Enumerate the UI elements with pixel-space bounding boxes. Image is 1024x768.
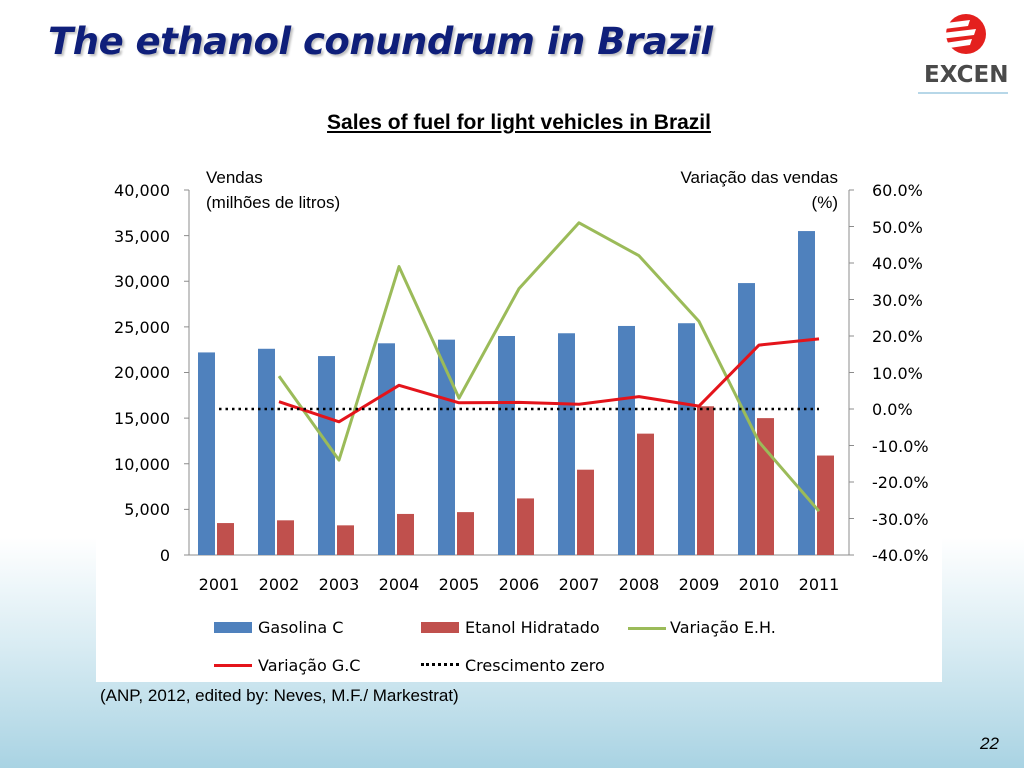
- bar-gasolina: [198, 352, 215, 555]
- y-left-tick: 25,000: [114, 318, 170, 337]
- bar-etanol: [277, 520, 294, 555]
- y-right-tick: 20.0%: [872, 327, 923, 346]
- x-tick: 2006: [498, 575, 540, 594]
- y-right-tick: 50.0%: [872, 218, 923, 237]
- y-right-tick: -30.0%: [872, 510, 929, 529]
- x-tick: 2007: [558, 575, 600, 594]
- bar-gasolina: [258, 348, 275, 555]
- bar-etanol: [457, 512, 474, 555]
- bar-gasolina: [678, 323, 695, 555]
- legend-swatch-var-gc: [214, 664, 252, 667]
- x-tick: 2011: [798, 575, 840, 594]
- left-axis-label-line2: (milhões de litros): [206, 193, 341, 212]
- y-left-tick: 10,000: [114, 455, 170, 474]
- y-right-tick: 0.0%: [872, 400, 913, 419]
- line-variacao-eh: [277, 221, 821, 513]
- y-left-tick: 5,000: [124, 500, 170, 519]
- legend-swatch-gasolina: [214, 622, 252, 633]
- legend-label-gasolina: Gasolina C: [258, 618, 344, 637]
- bar-gasolina: [558, 333, 575, 555]
- x-tick: 2003: [318, 575, 360, 594]
- bar-etanol: [217, 523, 234, 555]
- y-left-tick: 0: [159, 546, 170, 565]
- slide-title: The ethanol conundrum in Brazil: [48, 20, 713, 63]
- right-axis-label: Variação das vendas (%): [560, 165, 838, 215]
- legend-label-var-gc: Variação G.C: [258, 656, 361, 675]
- x-tick: 2002: [258, 575, 300, 594]
- right-axis-label-line2: (%): [811, 193, 838, 212]
- y-left-tick: 35,000: [114, 227, 170, 246]
- y-right-tick: 10.0%: [872, 364, 923, 383]
- bar-gasolina: [798, 231, 815, 555]
- bar-gasolina: [498, 336, 515, 555]
- y-right-tick: 40.0%: [872, 254, 923, 273]
- bar-etanol: [757, 418, 774, 555]
- chart-title: Sales of fuel for light vehicles in Braz…: [327, 111, 711, 134]
- x-tick: 2004: [378, 575, 420, 594]
- y-right-tick: -40.0%: [872, 546, 929, 565]
- bar-gasolina: [618, 325, 635, 555]
- bar-etanol: [577, 469, 594, 555]
- bar-gasolina: [318, 356, 335, 555]
- x-tick: 2005: [438, 575, 480, 594]
- bar-gasolina: [438, 339, 455, 555]
- y-left-tick: 15,000: [114, 409, 170, 428]
- legend-label-var-eh: Variação E.H.: [670, 618, 776, 637]
- x-tick: 2010: [738, 575, 780, 594]
- y-right-tick: -20.0%: [872, 473, 929, 492]
- y-right-tick: 60.0%: [872, 181, 923, 200]
- y-right-tick: 30.0%: [872, 291, 923, 310]
- x-tick: 2009: [678, 575, 720, 594]
- x-tick: 2008: [618, 575, 660, 594]
- page-number: 22: [980, 734, 999, 753]
- legend-swatch-zero: [421, 663, 459, 666]
- line-variacao-gc: [278, 337, 820, 424]
- left-axis-label-line1: Vendas: [206, 168, 263, 187]
- y-left-tick: 40,000: [114, 181, 170, 200]
- source-note: (ANP, 2012, edited by: Neves, M.F./ Mark…: [100, 686, 459, 705]
- legend-swatch-etanol: [421, 622, 459, 633]
- x-tick: 2001: [198, 575, 240, 594]
- bar-etanol: [337, 525, 354, 555]
- y-left-tick: 20,000: [114, 363, 170, 382]
- bar-etanol: [637, 433, 654, 555]
- legend-label-etanol: Etanol Hidratado: [465, 618, 600, 637]
- y-left-tick: 30,000: [114, 272, 170, 291]
- y-right-tick: -10.0%: [872, 437, 929, 456]
- bar-etanol: [817, 455, 834, 555]
- excen-logo-icon: [918, 14, 1008, 94]
- logo-text: EXCEN: [924, 62, 1009, 88]
- bar-gasolina: [378, 343, 395, 555]
- legend-label-zero: Crescimento zero: [465, 656, 605, 675]
- bar-etanol: [697, 406, 714, 555]
- bar-etanol: [517, 498, 534, 555]
- legend-swatch-var-eh: [628, 627, 666, 630]
- right-axis-label-line1: Variação das vendas: [680, 168, 838, 187]
- left-axis-label: Vendas (milhões de litros): [206, 165, 340, 215]
- bar-etanol: [397, 513, 414, 555]
